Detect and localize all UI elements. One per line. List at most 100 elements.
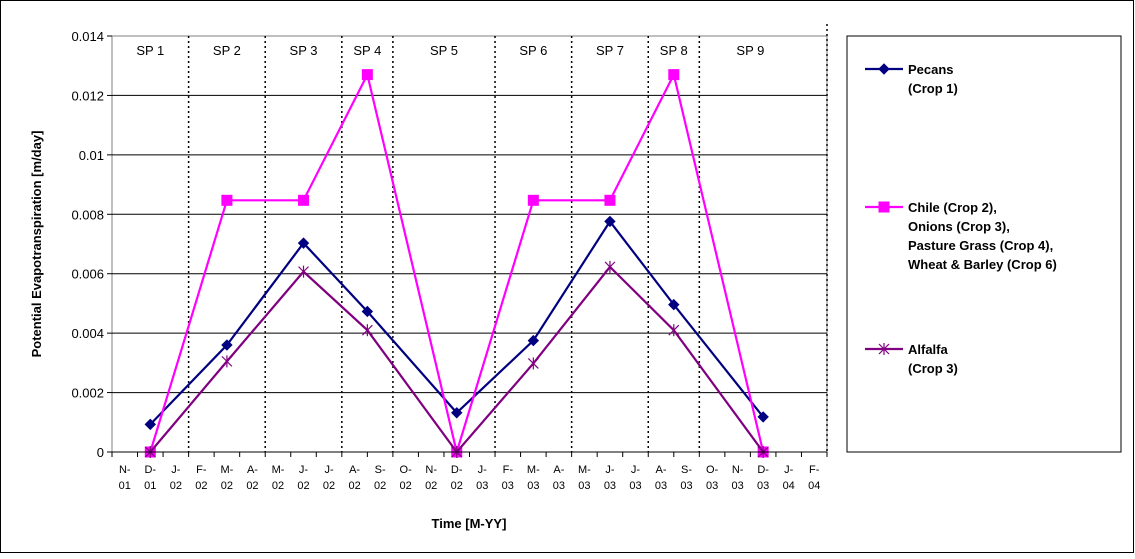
y-tick-label: 0.008 — [71, 207, 104, 222]
data-point — [604, 260, 616, 273]
x-tick-label: J- — [478, 464, 488, 476]
data-point — [298, 265, 309, 278]
x-tick-label: J- — [324, 464, 334, 476]
y-tick-label: 0.004 — [71, 326, 104, 341]
legend: Pecans (Crop 1) Chile (Crop 2), Onions (Cro… — [865, 62, 1057, 376]
x-tick-label: 02 — [348, 480, 360, 492]
data-point — [361, 305, 374, 318]
y-tick-label: 0.01 — [79, 148, 104, 163]
x-tick-label: 01 — [119, 480, 131, 492]
x-tick-label: 02 — [272, 480, 284, 492]
x-tick-label: 03 — [502, 480, 514, 492]
x-tick-label: 03 — [680, 480, 692, 492]
data-point — [451, 407, 463, 419]
legend-entry: Pecans (Crop 1) — [865, 62, 958, 96]
stress-period-label: SP 1 — [136, 43, 164, 58]
data-point — [221, 194, 233, 206]
x-tick-label: 02 — [246, 480, 258, 492]
x-tick-label: S- — [681, 464, 692, 476]
series-group — [144, 215, 769, 431]
x-tick-label: N- — [732, 464, 744, 476]
data-point — [757, 411, 769, 423]
x-tick-label: O- — [400, 464, 413, 476]
y-tick-label: 0.012 — [71, 88, 104, 103]
x-tick-label: N- — [425, 464, 437, 476]
x-tick-label: M- — [272, 464, 285, 476]
x-tick-label: 02 — [221, 480, 233, 492]
stress-period-label: SP 5 — [430, 43, 458, 58]
x-tick-label: 02 — [195, 480, 207, 492]
data-point — [361, 324, 373, 337]
x-tick-label: 03 — [527, 480, 539, 492]
y-tick-label: 0.006 — [71, 267, 104, 282]
stress-period-dividers: SP 1 SP 2 SP 3 SP 4 SP 5 SP 6 SP 7 SP 8 SP 9 — [136, 24, 828, 452]
data-point — [878, 63, 890, 75]
stress-period-label: SP 8 — [660, 43, 688, 58]
legend-label: (Crop 1) — [908, 81, 958, 96]
data-point — [298, 194, 310, 206]
legend-entry: Alfalfa (Crop 3) — [865, 342, 958, 376]
legend-entry: Chile (Crop 2), Onions (Crop 3), Pasture G… — [865, 200, 1057, 272]
x-tick-label: A- — [553, 464, 564, 476]
x-tick-label: M- — [527, 464, 540, 476]
x-tick-label: M- — [220, 464, 233, 476]
x-tick-label: 04 — [808, 480, 820, 492]
data-point — [668, 298, 680, 311]
x-tick-label: J- — [299, 464, 309, 476]
data-point — [221, 355, 233, 368]
gridlines — [112, 94, 827, 394]
x-axis: N- 01 D- 01 J- 02 F- 02 M- 02 A- 02 M- 02 J- 02 J- 02 A- 02… — [111, 451, 828, 492]
x-tick-label: 03 — [476, 480, 488, 492]
x-tick-label: 03 — [553, 480, 565, 492]
x-tick-label: 03 — [706, 480, 718, 492]
data-point — [878, 201, 890, 213]
x-tick-label: 04 — [783, 480, 795, 492]
x-tick-label: F- — [503, 464, 514, 476]
data-point — [668, 69, 680, 81]
plot-area — [111, 35, 828, 453]
x-tick-label: N- — [119, 464, 131, 476]
legend-label: Onions (Crop 3), — [908, 219, 1010, 234]
x-tick-label: M- — [578, 464, 591, 476]
x-tick-label: J- — [784, 464, 794, 476]
data-point — [361, 69, 373, 81]
stress-period-label: SP 2 — [213, 43, 241, 58]
x-tick-label: D- — [144, 464, 156, 476]
stress-period-label: SP 9 — [736, 43, 764, 58]
data-point — [221, 339, 233, 351]
legend-label: Alfalfa — [908, 342, 949, 357]
legend-label: Wheat & Barley (Crop 6) — [908, 257, 1057, 272]
x-tick-label: F- — [809, 464, 820, 476]
data-point — [297, 237, 310, 249]
data-point — [144, 418, 157, 431]
x-tick-label: 02 — [297, 480, 309, 492]
y-axis-title: Potential Evapotranspiration [m/day] — [29, 131, 44, 358]
x-tick-label: S- — [375, 464, 386, 476]
legend-box — [846, 35, 1122, 453]
stress-period-label: SP 4 — [353, 43, 381, 58]
x-tick-label: D- — [451, 464, 463, 476]
legend-label: Chile (Crop 2), — [908, 200, 997, 215]
x-tick-label: 03 — [757, 480, 769, 492]
x-tick-label: 02 — [425, 480, 437, 492]
x-tick-label: 01 — [144, 480, 156, 492]
data-point — [668, 324, 680, 337]
x-tick-label: A- — [656, 464, 667, 476]
x-tick-label: 02 — [374, 480, 386, 492]
x-tick-label: J- — [631, 464, 641, 476]
x-tick-label: 03 — [732, 480, 744, 492]
x-tick-label: 02 — [323, 480, 335, 492]
x-tick-label: J- — [605, 464, 615, 476]
y-tick-label: 0 — [97, 445, 104, 460]
x-tick-label: 02 — [170, 480, 182, 492]
stress-period-label: SP 6 — [519, 43, 547, 58]
y-axis: 0 0.002 0.004 0.006 0.008 0.01 0.012 0.014 — [71, 29, 112, 460]
x-tick-label: F- — [196, 464, 207, 476]
data-point — [604, 194, 616, 206]
data-point — [878, 343, 890, 355]
x-tick-label: 03 — [629, 480, 641, 492]
stress-period-label: SP 3 — [290, 43, 318, 58]
x-tick-label: D- — [757, 464, 769, 476]
x-tick-label: O- — [706, 464, 719, 476]
data-point — [527, 194, 539, 206]
